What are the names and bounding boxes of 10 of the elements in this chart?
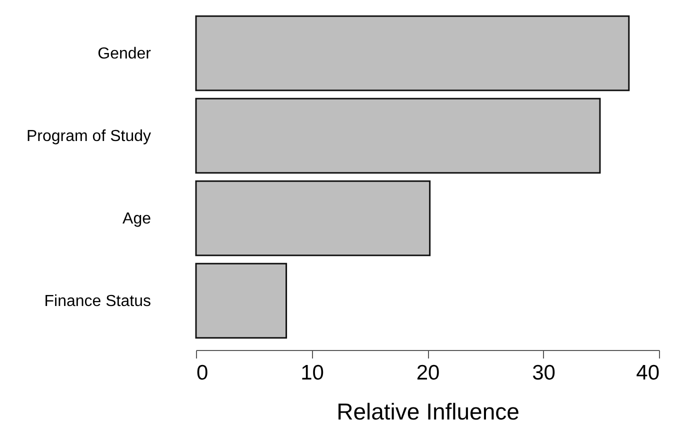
y-tick-label: Program of Study [26,128,151,145]
x-tick-label: 0 [196,362,208,384]
x-axis-title: Relative Influence [336,398,520,424]
x-tick-label: 20 [416,362,440,384]
x-tick-label: 10 [300,362,324,384]
x-tick-label: 30 [532,362,556,384]
y-tick-label: Age [122,210,152,228]
x-tick-label: 40 [636,362,660,384]
y-tick-label: Gender [98,45,152,62]
y-tick-label: Finance Status [44,292,151,310]
